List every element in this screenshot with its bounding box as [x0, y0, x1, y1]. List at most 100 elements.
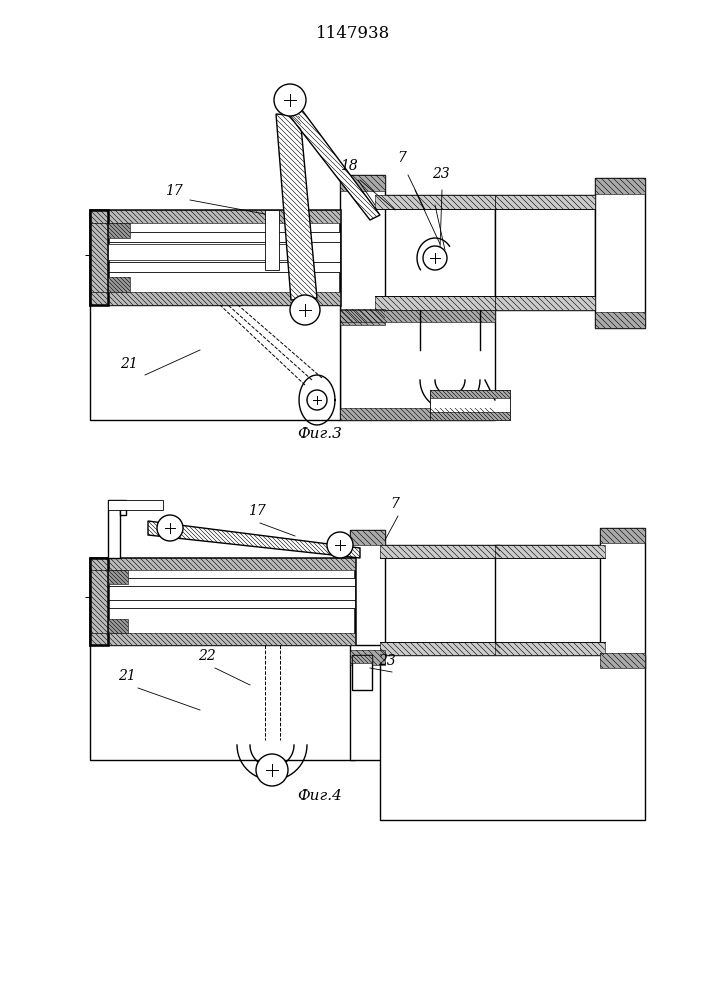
Bar [430, 390, 510, 420]
Text: 7: 7 [390, 497, 399, 511]
Bar [495, 545, 605, 558]
Bar [375, 195, 495, 209]
Text: Фиг.4: Фиг.4 [298, 789, 342, 803]
Bar [90, 210, 340, 223]
Bar [380, 655, 645, 820]
Bar [90, 558, 355, 570]
Bar [495, 195, 595, 310]
Bar [352, 655, 372, 663]
Bar [430, 412, 510, 420]
Bar [90, 633, 355, 645]
Bar [600, 528, 645, 543]
Bar [90, 210, 340, 305]
Text: 17: 17 [165, 184, 182, 198]
Bar [495, 642, 605, 655]
Bar [340, 175, 385, 325]
Circle shape [290, 295, 320, 325]
Bar [340, 310, 495, 420]
Bar [108, 619, 128, 633]
Bar [90, 292, 340, 305]
Bar [495, 296, 595, 310]
Bar [350, 650, 385, 665]
Bar [380, 545, 500, 558]
Bar [90, 645, 355, 760]
Bar [600, 528, 645, 543]
Bar [350, 530, 385, 665]
Bar [108, 232, 340, 272]
Bar [90, 223, 108, 292]
Bar [108, 244, 290, 260]
Bar [340, 309, 385, 325]
Circle shape [274, 84, 306, 116]
Bar [340, 408, 495, 420]
Bar [495, 545, 605, 655]
Text: 21: 21 [120, 357, 138, 371]
Bar [375, 296, 495, 310]
Text: 22: 22 [198, 649, 216, 663]
Bar [90, 558, 108, 645]
Bar [350, 650, 385, 665]
Text: 7: 7 [397, 151, 406, 165]
Bar [495, 545, 605, 558]
Bar [495, 195, 595, 209]
Text: 1147938: 1147938 [316, 25, 390, 42]
Bar [380, 642, 500, 655]
Circle shape [327, 532, 353, 558]
Bar [340, 310, 495, 322]
Bar [90, 292, 340, 305]
Polygon shape [282, 102, 380, 220]
Bar [340, 309, 385, 325]
Bar [120, 500, 126, 515]
Bar [430, 412, 510, 420]
Circle shape [423, 246, 447, 270]
Polygon shape [148, 521, 360, 558]
Bar [340, 310, 495, 322]
Bar [595, 312, 645, 328]
Bar [600, 653, 645, 668]
Bar [90, 558, 355, 570]
Bar [90, 633, 355, 645]
Circle shape [157, 515, 183, 541]
Text: 23: 23 [378, 654, 396, 668]
Bar [90, 305, 340, 420]
Text: 21: 21 [118, 669, 136, 683]
Bar [90, 570, 108, 633]
Bar [108, 277, 130, 292]
Bar [380, 545, 500, 655]
Bar [350, 530, 385, 545]
Bar [375, 296, 495, 310]
Circle shape [256, 754, 288, 786]
Bar [90, 558, 355, 645]
Bar [90, 210, 340, 223]
Bar [352, 655, 372, 690]
Bar [108, 619, 128, 633]
Bar [352, 655, 372, 663]
Bar [108, 578, 355, 608]
Bar [495, 296, 595, 310]
Bar [595, 178, 645, 194]
Bar [90, 570, 108, 633]
Bar [108, 570, 128, 584]
Bar [90, 223, 108, 292]
Text: 17: 17 [248, 504, 266, 518]
Bar [340, 408, 495, 420]
Polygon shape [276, 114, 317, 300]
Bar [380, 545, 500, 558]
Bar [600, 528, 645, 668]
Text: 23: 23 [432, 167, 450, 181]
Bar [340, 175, 385, 191]
Bar [108, 223, 130, 238]
Bar [350, 645, 385, 760]
Bar [495, 642, 605, 655]
Bar [600, 653, 645, 668]
Bar [595, 312, 645, 328]
Bar [380, 642, 500, 655]
Bar [108, 277, 130, 292]
Bar [340, 175, 385, 191]
Bar [495, 195, 595, 209]
Bar [108, 223, 130, 238]
Circle shape [307, 390, 327, 410]
Bar [108, 500, 163, 510]
Bar [595, 178, 645, 194]
Bar [350, 530, 385, 545]
